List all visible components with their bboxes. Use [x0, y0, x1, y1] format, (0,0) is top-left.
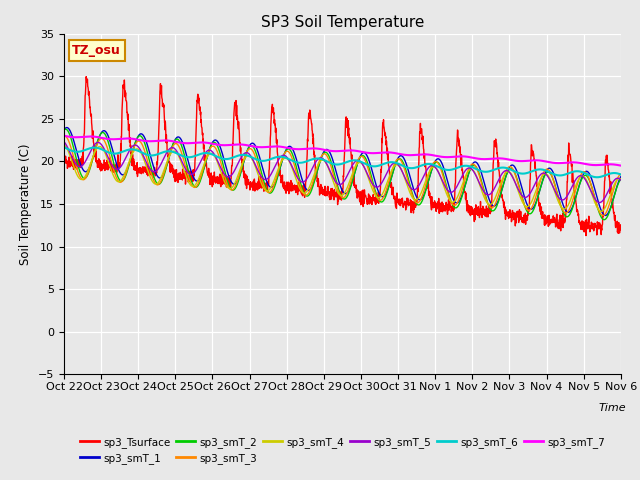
sp3_smT_2 [359, 153, 367, 158]
Line: sp3_smT_7: sp3_smT_7 [64, 136, 621, 166]
sp3_smT_7 [358, 149, 366, 155]
sp3_smT_1 [371, 178, 379, 183]
sp3_smT_5 [216, 162, 223, 168]
Line: sp3_smT_1: sp3_smT_1 [64, 128, 621, 216]
Y-axis label: Soil Temperature (C): Soil Temperature (C) [19, 143, 33, 265]
sp3_smT_7 [371, 150, 378, 156]
sp3_smT_6 [371, 164, 378, 169]
sp3_smT_1 [359, 150, 367, 156]
sp3_smT_3 [359, 154, 367, 160]
sp3_smT_4 [371, 191, 378, 197]
Line: sp3_smT_6: sp3_smT_6 [64, 147, 621, 177]
sp3_smT_2 [584, 174, 591, 180]
sp3_smT_7 [60, 133, 68, 139]
sp3_smT_5 [583, 180, 591, 186]
sp3_smT_6 [504, 166, 512, 171]
sp3_smT_5 [504, 168, 512, 174]
sp3_smT_4 [60, 142, 68, 147]
sp3_smT_1 [63, 125, 70, 131]
sp3_smT_4 [568, 194, 575, 200]
sp3_smT_6 [617, 172, 625, 178]
sp3_smT_5 [371, 183, 378, 189]
sp3_smT_4 [504, 168, 512, 174]
sp3_smT_4 [597, 208, 605, 214]
sp3_smT_5 [358, 161, 366, 167]
sp3_smT_1 [216, 143, 223, 148]
sp3_smT_3 [504, 165, 512, 170]
sp3_smT_5 [60, 139, 68, 144]
sp3_smT_6 [216, 155, 223, 160]
sp3_smT_2 [617, 177, 625, 182]
sp3_smT_2 [600, 217, 608, 223]
sp3_smT_3 [584, 172, 591, 178]
sp3_smT_3 [216, 155, 223, 161]
sp3_Tsurface [617, 225, 625, 230]
sp3_smT_2 [61, 126, 69, 132]
sp3_smT_3 [599, 213, 607, 218]
sp3_smT_7 [216, 142, 223, 148]
Line: sp3_smT_2: sp3_smT_2 [64, 129, 621, 220]
sp3_smT_1 [617, 174, 625, 180]
sp3_smT_2 [371, 186, 379, 192]
sp3_smT_6 [568, 169, 575, 175]
sp3_smT_1 [568, 205, 575, 211]
sp3_Tsurface [359, 192, 367, 197]
sp3_smT_3 [568, 200, 575, 206]
sp3_Tsurface [83, 74, 90, 80]
Title: SP3 Soil Temperature: SP3 Soil Temperature [260, 15, 424, 30]
sp3_smT_2 [60, 127, 68, 133]
sp3_Tsurface [568, 161, 575, 167]
sp3_smT_7 [583, 161, 591, 167]
sp3_smT_7 [568, 159, 575, 165]
sp3_Tsurface [60, 157, 68, 163]
sp3_smT_4 [617, 176, 625, 181]
sp3_smT_4 [216, 164, 223, 170]
Line: sp3_Tsurface: sp3_Tsurface [64, 77, 621, 236]
sp3_smT_4 [583, 178, 591, 184]
sp3_Tsurface [371, 196, 379, 202]
sp3_smT_4 [358, 161, 366, 167]
sp3_smT_1 [602, 213, 609, 218]
sp3_smT_6 [593, 174, 601, 180]
Text: Time: Time [599, 403, 627, 413]
sp3_smT_7 [504, 156, 512, 162]
sp3_smT_3 [617, 171, 625, 177]
sp3_smT_5 [596, 200, 604, 205]
sp3_smT_5 [617, 177, 625, 183]
sp3_smT_3 [371, 189, 379, 194]
sp3_smT_3 [61, 133, 68, 139]
Line: sp3_smT_5: sp3_smT_5 [64, 142, 621, 203]
sp3_smT_2 [216, 148, 223, 154]
sp3_smT_6 [583, 171, 591, 177]
sp3_smT_3 [60, 133, 68, 139]
sp3_smT_1 [60, 127, 68, 133]
Text: TZ_osu: TZ_osu [72, 44, 121, 57]
sp3_Tsurface [216, 173, 223, 179]
Line: sp3_smT_3: sp3_smT_3 [64, 136, 621, 216]
sp3_smT_1 [504, 167, 512, 172]
sp3_smT_7 [617, 163, 625, 168]
sp3_Tsurface [504, 210, 512, 216]
sp3_smT_2 [504, 168, 512, 174]
sp3_Tsurface [584, 220, 591, 226]
Line: sp3_smT_4: sp3_smT_4 [64, 144, 621, 211]
Legend: sp3_Tsurface, sp3_smT_1, sp3_smT_2, sp3_smT_3, sp3_smT_4, sp3_smT_5, sp3_smT_6, : sp3_Tsurface, sp3_smT_1, sp3_smT_2, sp3_… [76, 432, 609, 468]
sp3_smT_5 [568, 185, 575, 191]
sp3_smT_6 [60, 144, 68, 150]
sp3_Tsurface [582, 233, 590, 239]
sp3_smT_2 [568, 207, 575, 213]
sp3_smT_1 [584, 168, 591, 174]
sp3_smT_6 [358, 159, 366, 165]
